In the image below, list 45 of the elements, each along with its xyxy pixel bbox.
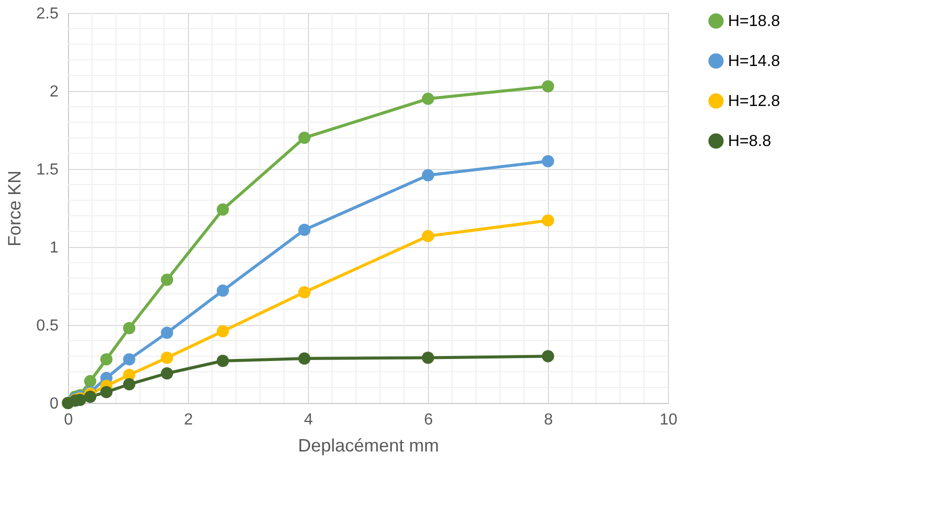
legend-label: H=18.8 [728,13,780,30]
point [84,375,96,388]
y-tick-label: 1 [50,240,59,256]
point [216,354,229,367]
point [298,224,311,236]
point [100,353,113,366]
point [216,203,229,216]
x-tick-label: 0 [64,412,74,428]
point [160,352,174,364]
point [542,350,554,362]
y-tick-label: 0 [50,396,59,412]
y-tick-label: 1.5 [36,162,59,178]
x-tick-label: 8 [544,412,554,428]
point [422,352,434,364]
legend-label: H=12.8 [728,93,780,110]
point [160,274,174,286]
x-tick-label: 6 [424,412,434,428]
point [298,132,311,144]
point [298,352,311,365]
point [422,92,434,105]
x-tick-label: 10 [660,412,678,428]
point [160,326,174,339]
point [422,230,434,242]
y-tick-label: 2 [50,84,59,100]
point [160,367,174,380]
point [123,378,136,390]
point [542,80,554,92]
point [100,386,113,398]
point [84,390,96,403]
legend-label: H=8.8 [728,133,772,150]
point [298,286,311,298]
point [542,155,554,168]
y-axis-title: Force KN [4,170,24,247]
point [123,322,136,334]
point [216,284,229,297]
point [422,169,434,182]
x-tick-label: 4 [304,412,314,428]
point [216,325,229,338]
y-tick-label: 0.5 [36,318,59,334]
point [123,353,136,366]
legend-label: H=14.8 [728,53,780,70]
x-tick-label: 2 [184,412,194,428]
x-axis-title: Deplacément mm [298,436,440,456]
point [542,214,554,227]
y-tick-label: 2.5 [36,6,59,22]
